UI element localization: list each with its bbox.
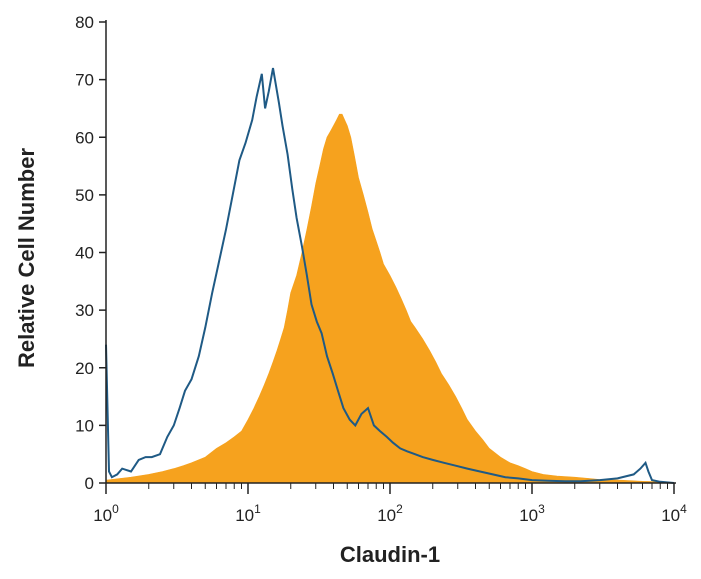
x-tick-label: 100 (93, 502, 119, 525)
y-tick-label: 50 (75, 186, 94, 205)
x-tick-label: 104 (661, 502, 687, 525)
axes-layer (99, 20, 676, 494)
x-tick-label: 102 (377, 502, 403, 525)
x-tick-label: 103 (519, 502, 545, 525)
series-filled-histogram (105, 113, 675, 484)
y-tick-label: 40 (75, 244, 94, 263)
y-tick-label: 60 (75, 128, 94, 147)
y-tick-label: 0 (85, 474, 94, 493)
y-tick-label: 30 (75, 301, 94, 320)
series-layer (105, 67, 675, 484)
series-outline-histogram (105, 67, 675, 484)
y-tick-label: 80 (75, 13, 94, 32)
tick-labels: 0 10 20 30 40 50 60 70 80 100 101 102 103 104 (75, 13, 687, 525)
y-tick-label: 10 (75, 416, 94, 435)
y-axis-title: Relative Cell Number (14, 148, 39, 369)
x-tick-label: 101 (235, 502, 261, 525)
y-tick-label: 20 (75, 359, 94, 378)
x-axis-title: Claudin-1 (340, 542, 440, 567)
y-tick-label: 70 (75, 71, 94, 90)
